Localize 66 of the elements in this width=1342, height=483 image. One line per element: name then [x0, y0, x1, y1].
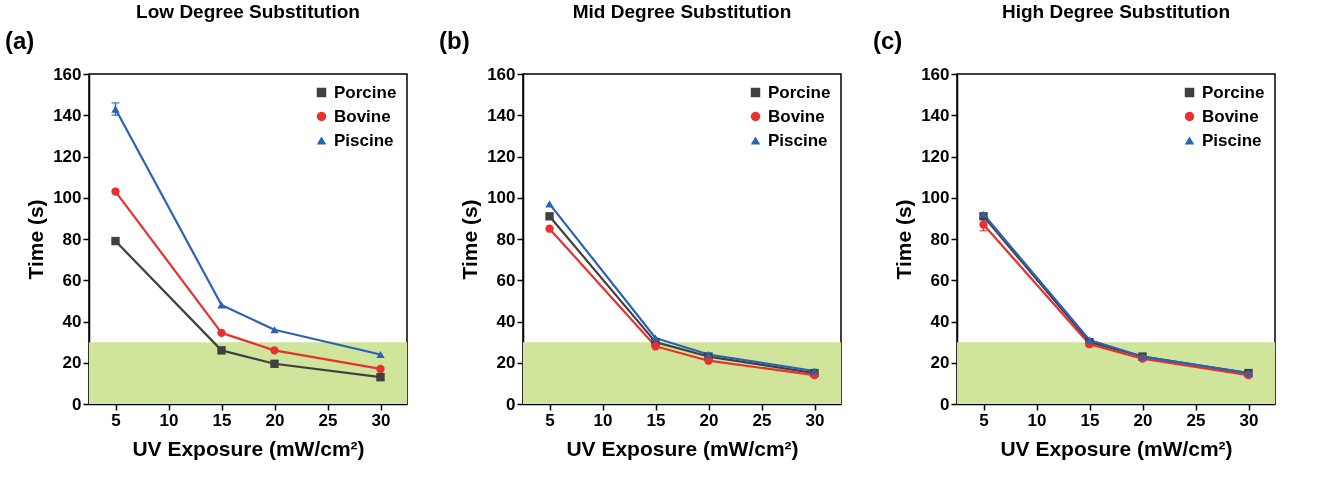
legend-label: Bovine: [768, 106, 825, 126]
y-tick-label: 100: [53, 188, 82, 208]
legend-label: Porcine: [334, 82, 397, 102]
y-tick-label: 60: [930, 270, 950, 290]
x-tick-label: 15: [1080, 410, 1100, 430]
y-tick-label: 100: [487, 188, 516, 208]
x-axis-title: UV Exposure (mW/cm²): [132, 436, 365, 460]
y-tick-label: 140: [53, 105, 82, 125]
y-tick-label: 60: [62, 270, 82, 290]
y-tick-label: 0: [940, 394, 950, 414]
chart-title: Low Degree Substitution: [136, 1, 360, 22]
x-axis-title: UV Exposure (mW/cm²): [566, 436, 799, 460]
legend-label: Porcine: [1202, 82, 1265, 102]
y-tick-label: 140: [487, 105, 516, 125]
x-tick-label: 5: [979, 410, 989, 430]
legend-label: Piscine: [768, 130, 828, 150]
y-tick-label: 60: [496, 270, 516, 290]
chart-title: High Degree Substitution: [1002, 1, 1230, 22]
y-tick-label: 40: [62, 312, 82, 331]
y-tick-label: 160: [487, 64, 516, 84]
text: (a): [5, 27, 35, 54]
y-tick-label: 20: [930, 353, 950, 373]
x-tick-label: 25: [1186, 410, 1206, 430]
y-axis-title: Time (s): [892, 199, 916, 280]
y-axis-title: Time (s): [24, 199, 48, 280]
y-tick-label: 80: [496, 229, 516, 249]
x-tick-label: 25: [752, 410, 772, 430]
y-tick-label: 40: [496, 312, 516, 331]
x-tick-label: 30: [371, 410, 391, 430]
x-tick-label: 30: [1239, 410, 1259, 430]
y-tick-label: 120: [53, 147, 82, 166]
legend-label: Piscine: [1202, 130, 1262, 150]
legend-label: Porcine: [768, 82, 831, 102]
x-tick-label: 30: [805, 410, 825, 430]
y-tick-label: 0: [506, 394, 516, 414]
x-tick-label: 5: [545, 410, 555, 430]
y-tick-label: 80: [930, 229, 950, 249]
y-tick-label: 20: [496, 353, 516, 373]
y-tick-label: 40: [930, 312, 950, 331]
y-tick-label: 120: [921, 147, 950, 166]
x-tick-label: 20: [699, 410, 719, 430]
x-tick-label: 10: [159, 410, 179, 430]
y-tick-label: 80: [62, 229, 82, 249]
y-tick-label: 0: [72, 394, 82, 414]
x-tick-label: 5: [111, 410, 121, 430]
x-tick-label: 15: [646, 410, 666, 430]
x-tick-label: 25: [318, 410, 338, 430]
text: (b): [439, 27, 470, 54]
x-tick-label: 20: [265, 410, 285, 430]
chart-title: Mid Degree Substitution: [572, 1, 792, 22]
y-tick-label: 140: [921, 105, 950, 125]
y-tick-label: 20: [62, 353, 82, 373]
y-tick-label: 160: [53, 64, 82, 84]
legend-label: Bovine: [334, 106, 391, 126]
x-tick-label: 10: [1027, 410, 1047, 430]
y-tick-label: 120: [487, 147, 516, 166]
x-axis-title: UV Exposure (mW/cm²): [1000, 436, 1233, 460]
y-tick-label: 160: [921, 64, 950, 84]
x-tick-label: 20: [1133, 410, 1153, 430]
x-tick-label: 10: [593, 410, 613, 430]
legend-label: Bovine: [1202, 106, 1259, 126]
y-axis-title: Time (s): [458, 199, 482, 280]
text: (c): [873, 27, 903, 54]
legend-label: Piscine: [334, 130, 394, 150]
x-tick-label: 15: [212, 410, 232, 430]
y-tick-label: 100: [921, 188, 950, 208]
